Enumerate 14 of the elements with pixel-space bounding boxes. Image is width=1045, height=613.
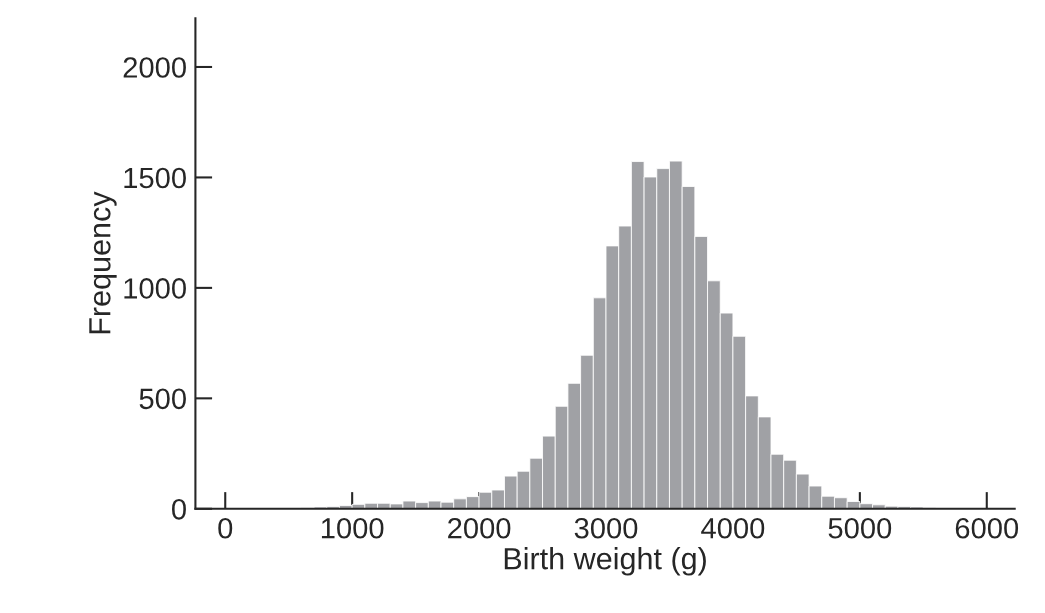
y-tick-label: 1500 (124, 167, 186, 189)
y-tick-label: 0 (172, 498, 186, 520)
y-axis-title: Frequency (89, 191, 117, 334)
x-tick-label: 1000 (321, 517, 384, 539)
x-tick-label: 2000 (448, 517, 511, 539)
x-tick-label: 6000 (955, 517, 1019, 539)
x-axis-title: Birth weight (g) (504, 547, 706, 576)
x-tick-label: 3000 (574, 517, 638, 539)
y-tick-label: 500 (139, 388, 186, 410)
x-tick-label: 0 (218, 517, 233, 539)
y-tick-label: 2000 (123, 57, 186, 78)
y-tick-label: 1000 (124, 278, 186, 299)
x-tick-label: 5000 (828, 517, 892, 539)
x-tick-label: 4000 (701, 517, 765, 539)
